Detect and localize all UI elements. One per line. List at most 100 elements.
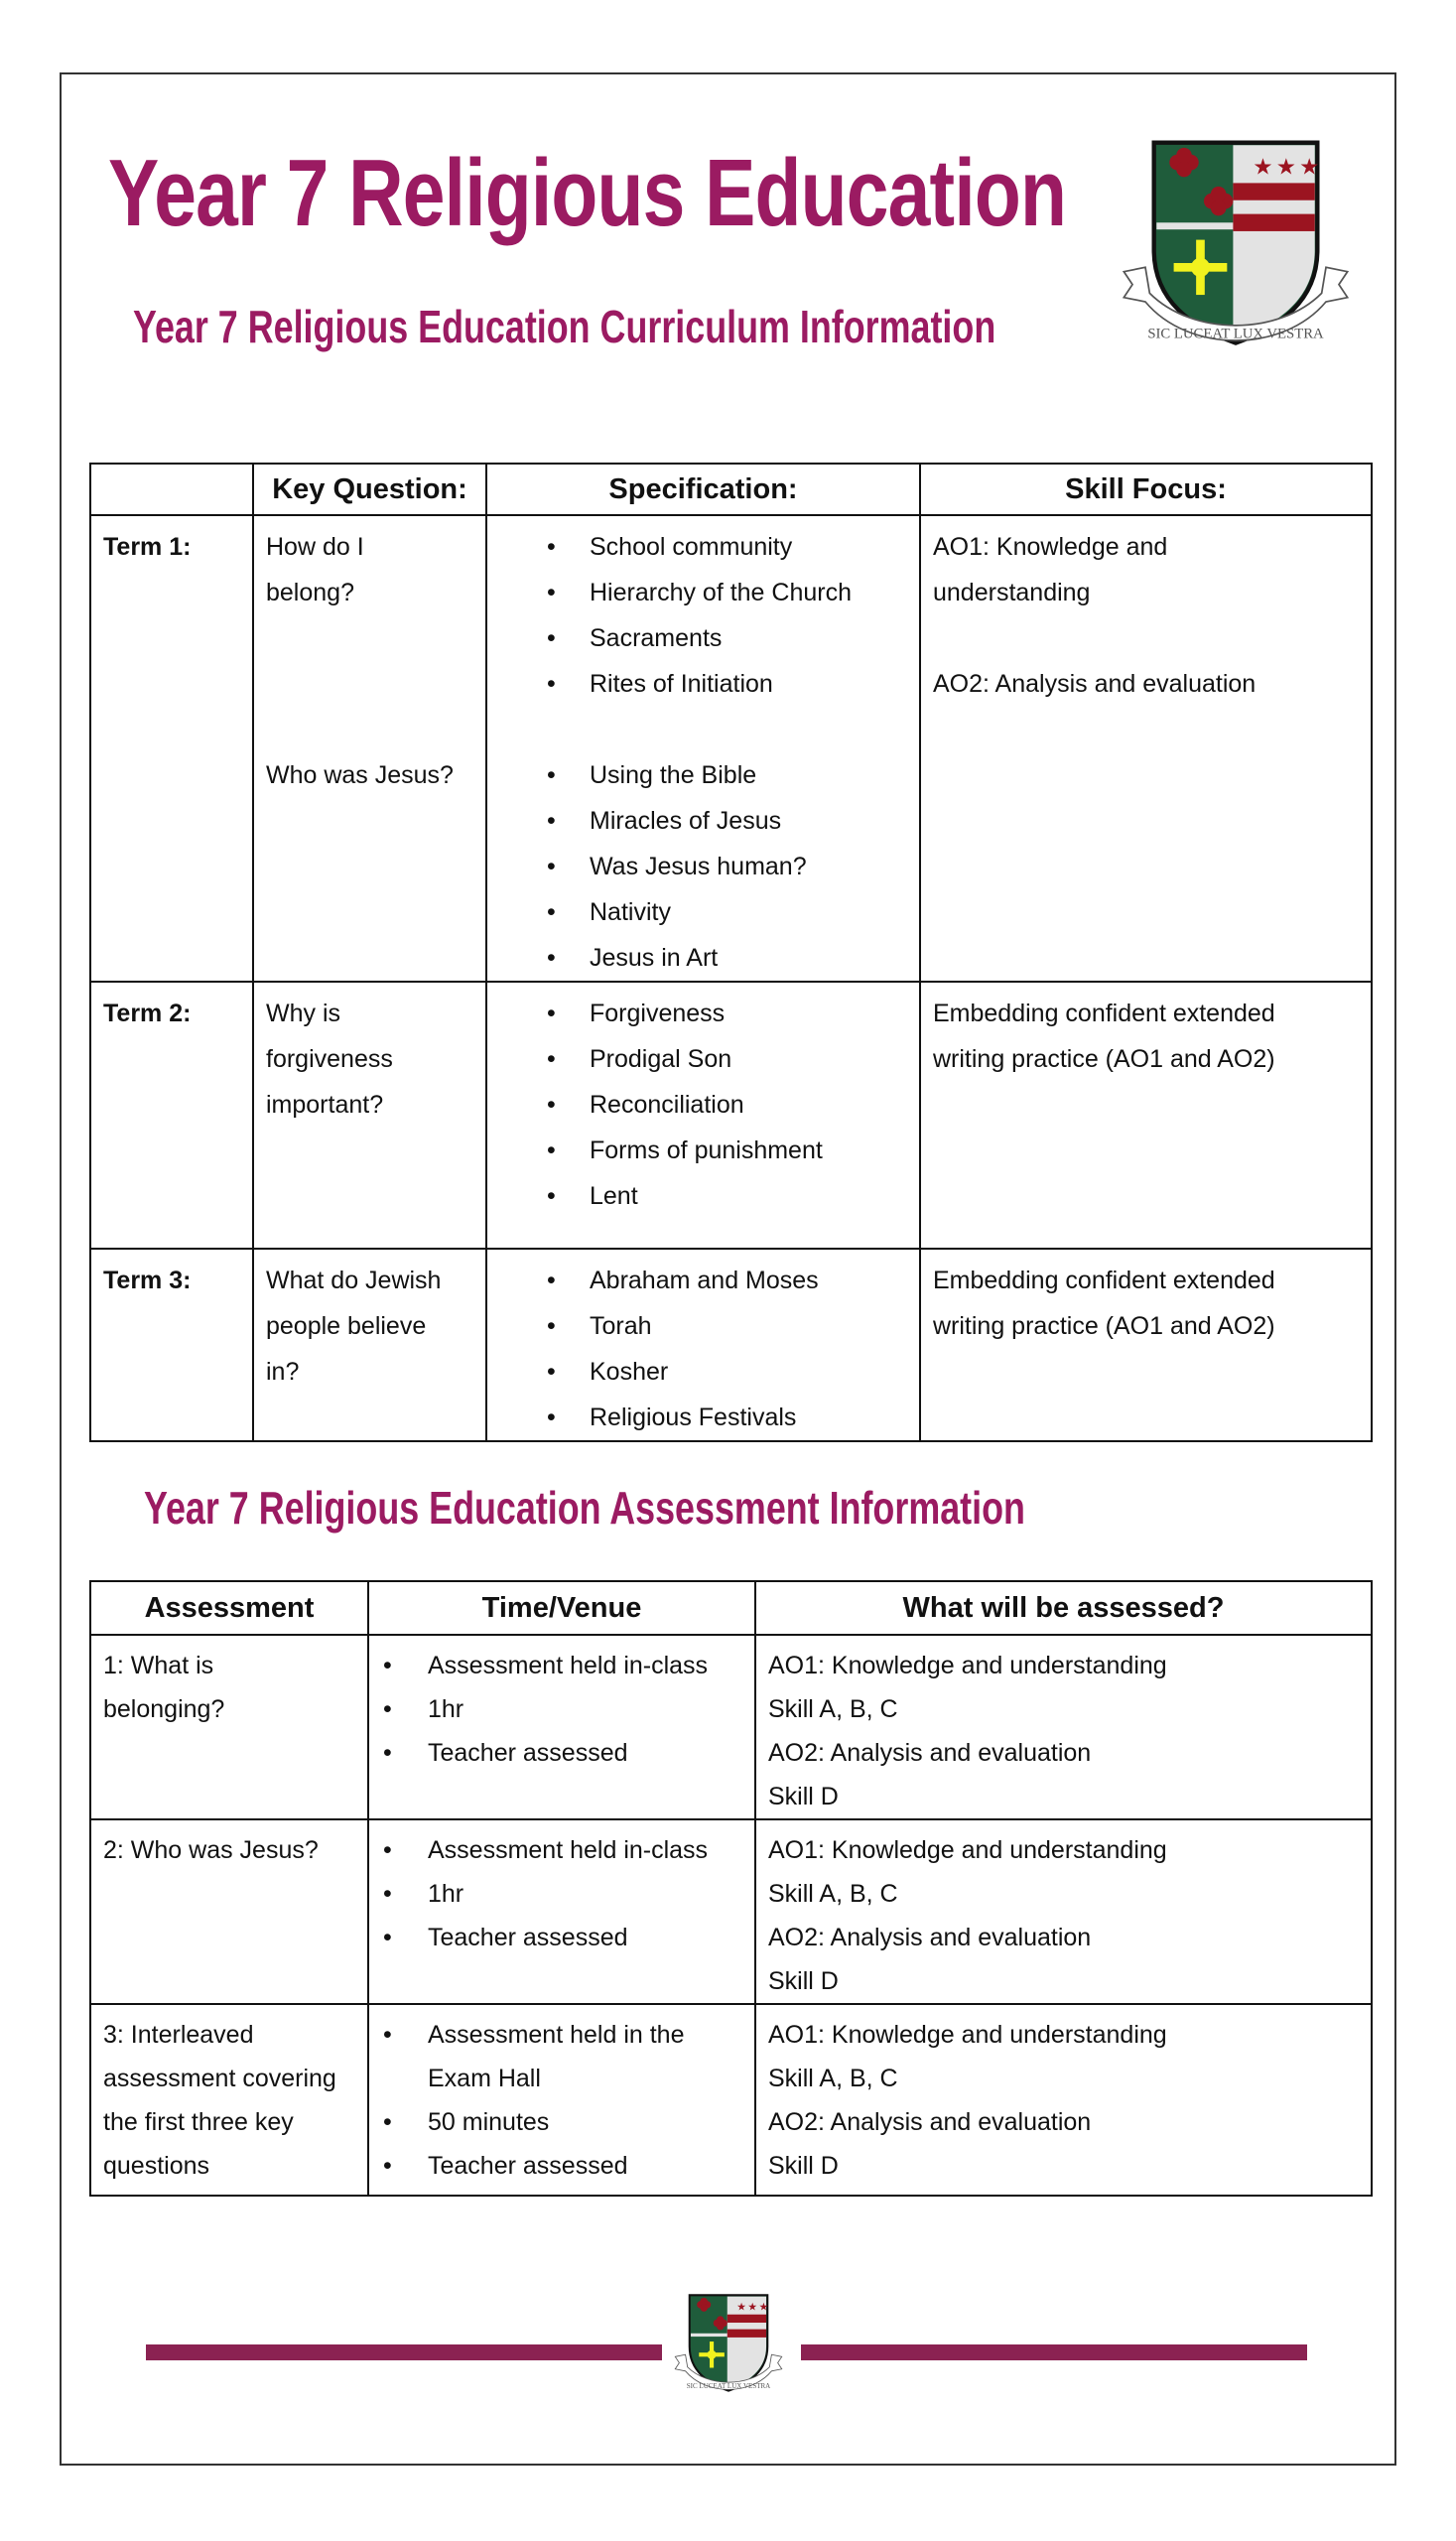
assessed-text: Skill A, B, C [768, 1695, 898, 1723]
skill-focus-cell: AO1: Knowledge and understanding AO2: An… [919, 514, 1373, 983]
assessed-text: AO2: Analysis and evaluation [768, 1739, 1092, 1767]
bullet-icon: • [383, 1880, 392, 1908]
skill-text: AO1: Knowledge and understanding [933, 533, 1168, 606]
list-item: • Was Jesus human? [487, 844, 919, 889]
list-item: • School community [487, 524, 919, 570]
footer-bar-right [801, 2344, 1307, 2360]
assessment-name: 1: What is belonging? [89, 1634, 369, 1820]
assessed-text: Skill D [768, 2152, 839, 2180]
key-question: forgiveness [266, 1045, 393, 1073]
assessed-text: Skill A, B, C [768, 1880, 898, 1908]
curriculum-heading: Year 7 Religious Education Curriculum In… [133, 301, 996, 352]
list-item: • Teacher assessed [369, 1916, 754, 1959]
bullet-icon: • [547, 807, 556, 835]
term-label: Term 1: [89, 514, 254, 983]
list-item: • Torah [487, 1303, 919, 1349]
specification-cell: • School community • Hierarchy of the Chur… [485, 514, 921, 983]
assessed-text: AO2: Analysis and evaluation [768, 2108, 1092, 2136]
list-item: • 1hr [369, 1687, 754, 1731]
bullet-icon: • [547, 898, 556, 926]
bullet-icon: • [547, 1358, 556, 1386]
list-item: • Teacher assessed [369, 2144, 715, 2188]
table-header-row: Key Question: Specification: Skill Focus… [89, 463, 1373, 516]
assessment-row-1: 1: What is belonging? • Assessment held i… [89, 1634, 1373, 1820]
assessment-table: Assessment Time/Venue What will be asses… [89, 1580, 1373, 2197]
table-row-term-2: Term 2: Why is forgiveness important? • F… [89, 981, 1373, 1250]
assessment-name: 3: Interleaved assessment covering the f… [89, 2003, 369, 2197]
assessed-text: Skill D [768, 1967, 839, 1995]
bullet-icon: • [547, 1000, 556, 1027]
list-item: • Prodigal Son [487, 1036, 919, 1082]
bullet-icon: • [547, 1045, 556, 1073]
list-item: • Assessment held in the Exam Hall [369, 2013, 715, 2100]
time-venue-cell: • Assessment held in the Exam Hall • 50 mi… [367, 2003, 756, 2197]
bullet-icon: • [547, 1091, 556, 1119]
bullet-icon: • [383, 1836, 392, 1864]
bullet-icon: • [547, 761, 556, 789]
skill-focus-cell: Embedding confident extended writing pra… [919, 981, 1373, 1250]
key-question-cell: What do Jewish people believe in? [252, 1248, 487, 1442]
school-crest-logo: SIC LUCEAT LUX VESTRA [1107, 111, 1365, 389]
assessed-text: AO2: Analysis and evaluation [768, 1924, 1092, 1951]
key-question-cell: How do I belong? Who was Jesus? [252, 514, 487, 983]
header-key-question: Key Question: [252, 463, 487, 516]
bullet-icon: • [547, 1312, 556, 1340]
bullet-icon: • [383, 1739, 392, 1767]
term-label: Term 2: [89, 981, 254, 1250]
bullet-icon: • [547, 1182, 556, 1210]
header-time-venue: Time/Venue [367, 1580, 756, 1636]
bullet-icon: • [547, 1267, 556, 1294]
key-question: What do Jewish [266, 1267, 442, 1294]
bullet-icon: • [383, 2021, 392, 2049]
list-item: • Forms of punishment [487, 1128, 919, 1173]
header-blank [89, 463, 254, 516]
specification-cell: • Forgiveness • Prodigal Son • Reconciliati… [485, 981, 921, 1250]
crest-motto: SIC LUCEAT LUX VESTRA [1147, 326, 1324, 341]
list-item: • Forgiveness [487, 991, 919, 1036]
key-question: How do I [266, 533, 364, 561]
list-item: • Using the Bible [487, 752, 919, 798]
skill-text: AO2: Analysis and evaluation [933, 670, 1257, 698]
list-item: • 1hr [369, 1872, 754, 1916]
list-item: • Jesus in Art [487, 935, 919, 981]
list-item: • Assessment held in-class [369, 1644, 754, 1687]
key-question: in? [266, 1358, 300, 1386]
term-label: Term 3: [89, 1248, 254, 1442]
assessment-row-2: 2: Who was Jesus? • Assessment held in-cl… [89, 1818, 1373, 2005]
curriculum-table: Key Question: Specification: Skill Focus… [89, 463, 1373, 1442]
list-item: • Nativity [487, 889, 919, 935]
table-row-term-1: Term 1: How do I belong? Who was Jesus? … [89, 514, 1373, 983]
bullet-icon: • [547, 670, 556, 698]
bullet-icon: • [547, 944, 556, 972]
assessed-cell: AO1: Knowledge and understanding Skill A… [754, 2003, 1373, 2197]
header-what-assessed: What will be assessed? [754, 1580, 1373, 1636]
footer-crest-motto: SIC LUCEAT LUX VESTRA [687, 2382, 771, 2390]
list-item: • Rites of Initiation [487, 661, 919, 707]
list-item: • Kosher [487, 1349, 919, 1395]
bullet-icon: • [383, 1652, 392, 1679]
key-question: Why is [266, 1000, 340, 1027]
bullet-icon: • [547, 853, 556, 880]
assessed-text: Skill A, B, C [768, 2065, 898, 2092]
page-title: Year 7 Religious Education [108, 140, 1067, 246]
assessed-text: AO1: Knowledge and understanding [768, 2021, 1167, 2049]
assessment-name: 2: Who was Jesus? [89, 1818, 369, 2005]
specification-cell: • Abraham and Moses • Torah • Kosher • Relig… [485, 1248, 921, 1442]
list-item: • Teacher assessed [369, 1731, 754, 1775]
key-question: Who was Jesus? [266, 761, 454, 789]
time-venue-cell: • Assessment held in-class • 1hr • Teacher … [367, 1634, 756, 1820]
bullet-icon: • [547, 1404, 556, 1431]
assessment-heading: Year 7 Religious Education Assessment In… [144, 1482, 1025, 1534]
assessment-row-3: 3: Interleaved assessment covering the f… [89, 2003, 1373, 2197]
list-item: • Miracles of Jesus [487, 798, 919, 844]
bullet-icon: • [547, 624, 556, 652]
bullet-icon: • [383, 1695, 392, 1723]
key-question: important? [266, 1091, 384, 1119]
assessed-text: Skill D [768, 1783, 839, 1810]
list-item: • Reconciliation [487, 1082, 919, 1128]
bullet-icon: • [547, 1137, 556, 1164]
time-venue-cell: • Assessment held in-class • 1hr • Teacher … [367, 1818, 756, 2005]
header-skill-focus: Skill Focus: [919, 463, 1373, 516]
list-item: • 50 minutes [369, 2100, 715, 2144]
bullet-icon: • [383, 2108, 392, 2136]
